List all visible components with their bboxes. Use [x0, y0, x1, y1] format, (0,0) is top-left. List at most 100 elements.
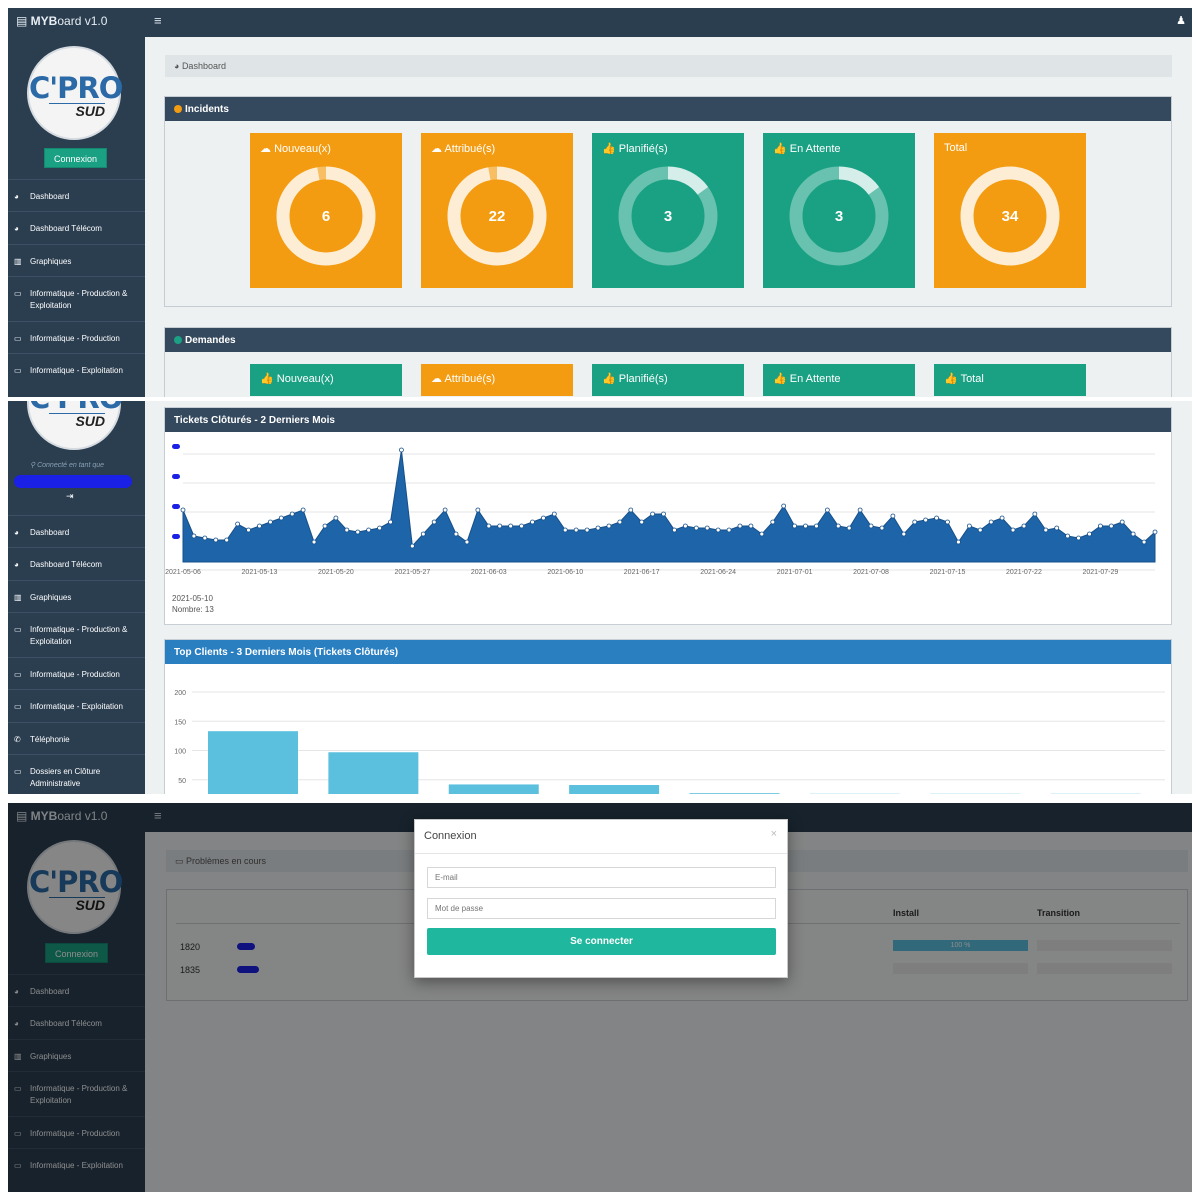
sidebar-item-graphiques[interactable]: ▥ Graphiques — [8, 243, 145, 276]
data-point — [311, 539, 317, 545]
redacted-client — [237, 943, 255, 950]
sidebar-item-telephonie[interactable]: ✆ Téléphonie — [8, 721, 145, 754]
data-point — [628, 507, 634, 513]
data-point — [824, 507, 830, 513]
donut-gauge: 3 — [618, 166, 718, 266]
sidebar-item-dashboard-telecom[interactable]: ◕ Dashboard Télécom — [8, 211, 145, 243]
sidebar-item-dashboard-telecom[interactable]: ◕ Dashboard Télécom — [8, 1006, 145, 1038]
data-point — [835, 523, 841, 529]
keyboard-icon: ▭ — [14, 333, 22, 343]
data-point — [399, 447, 404, 453]
sidebar-item-dashboard[interactable]: ◕ Dashboard — [8, 974, 145, 1006]
incident-tile[interactable]: 👍 En Attente 3 — [763, 133, 915, 288]
password-field[interactable] — [427, 898, 776, 919]
x-tick-label: 2021-05-27 — [394, 569, 430, 576]
data-point — [770, 519, 776, 525]
demande-tile[interactable]: ☁ Attribué(s) — [421, 364, 573, 396]
app-brand[interactable]: ▤ MYBoard v1.0 — [16, 809, 108, 823]
sidebar-item-dossiers-cloture[interactable]: ▭ Dossiers en Clôture Administrative — [8, 753, 145, 794]
sidebar-item-prod-exploit[interactable]: ▭ Informatique - Production & Exploitatio… — [8, 612, 145, 657]
sidebar-item-prod-exploit[interactable]: ▭ Informatique - Production & Exploitatio… — [8, 1071, 145, 1116]
sidebar-item-exploitation[interactable]: ▭ Informatique - Exploitation — [8, 689, 145, 721]
closed-tickets-chart[interactable]: 2021-05-06 2021-05-13 2021-05-20 2021-05-27… — [165, 434, 1171, 594]
sidebar-item-dashboard-telecom[interactable]: ◕ Dashboard Télécom — [8, 547, 145, 579]
phone-icon: ✆ — [14, 734, 21, 744]
x-tick-label: 2021-07-01 — [777, 569, 813, 576]
dashboard-icon: ◕ — [14, 528, 19, 537]
sidebar-item-graphiques[interactable]: ▥ Graphiques — [8, 1038, 145, 1071]
x-tick-label: 2021-06-24 — [700, 569, 736, 576]
donut-arc — [447, 166, 547, 266]
data-point — [333, 515, 339, 521]
submit-login-button[interactable]: Se connecter — [427, 928, 776, 955]
hamburger-icon[interactable]: ≡ — [154, 13, 162, 28]
data-point — [1065, 533, 1071, 539]
demande-tile[interactable]: 👍 Planifié(s) — [592, 364, 744, 396]
brand-icon: ▤ — [16, 809, 31, 823]
incident-tile[interactable]: 👍 Planifié(s) 3 — [592, 133, 744, 288]
sidebar-item-graphiques[interactable]: ▥ Graphiques — [8, 579, 145, 612]
demande-tile[interactable]: 👍 En Attente — [763, 364, 915, 396]
hamburger-icon[interactable]: ≡ — [154, 808, 162, 823]
sidebar-item-production[interactable]: ▭ Informatique - Production — [8, 320, 145, 353]
top-clients-header: Top Clients - 3 Derniers Mois (Tickets C… — [165, 640, 1171, 664]
data-point — [945, 519, 950, 525]
chart-icon: ▥ — [14, 592, 22, 602]
email-field[interactable] — [427, 867, 776, 888]
col-install: Install — [893, 908, 920, 918]
brand-icon: ▤ — [16, 14, 31, 28]
app-brand[interactable]: ▤ MYBoard v1.0 — [16, 14, 108, 28]
data-point — [486, 523, 492, 529]
keyboard-icon: ▭ — [14, 289, 22, 299]
data-point — [573, 527, 579, 533]
data-point — [180, 507, 186, 513]
tile-title: 👍 Planifié(s) — [602, 143, 668, 155]
data-point — [1152, 529, 1158, 535]
data-point — [595, 525, 601, 531]
data-point — [213, 537, 219, 543]
incident-tile[interactable]: Total 34 — [934, 133, 1086, 288]
logout-icon[interactable]: ⇥ — [66, 491, 74, 501]
x-tick-label: 2021-05-06 — [165, 569, 201, 576]
data-point — [191, 533, 197, 539]
data-point — [1076, 535, 1081, 541]
sidebar-item-dashboard[interactable]: ◕ Dashboard — [8, 515, 145, 547]
logo: C'PRO SUD — [27, 46, 123, 140]
keyboard-icon: ▭ — [14, 669, 22, 679]
incident-tile[interactable]: ☁ Nouveau(x) 6 — [250, 133, 402, 288]
data-point — [355, 529, 361, 535]
sidebar-item-production[interactable]: ▭ Informatique - Production — [8, 1115, 145, 1148]
sidebar-item-exploitation[interactable]: ▭ Informatique - Exploitation — [8, 353, 145, 385]
data-point — [475, 507, 481, 513]
demande-tile[interactable]: 👍 Total — [934, 364, 1086, 396]
demande-tile[interactable]: 👍 Nouveau(x) — [250, 364, 402, 396]
incident-tile[interactable]: ☁ Attribué(s) 22 — [421, 133, 573, 288]
login-button[interactable]: Connexion — [44, 148, 108, 168]
data-point — [988, 519, 994, 525]
tile-value: 3 — [664, 208, 672, 225]
sidebar-item-prod-exploit[interactable]: ▭ Informatique - Production & Exploitatio… — [8, 276, 145, 321]
user-icon[interactable]: ♟ — [1176, 15, 1186, 27]
data-point — [814, 523, 819, 529]
y-tick-label: 50 — [178, 778, 186, 785]
data-point — [999, 515, 1005, 521]
bar — [328, 752, 419, 794]
sidebar-item-exploitation[interactable]: ▭ Informatique - Exploitation — [8, 1148, 145, 1180]
top-clients-chart[interactable]: 200 150 100 50 — [165, 666, 1171, 794]
data-point — [966, 523, 972, 529]
data-point — [693, 525, 699, 531]
bar — [689, 793, 780, 794]
modal-title: Connexion — [424, 830, 477, 842]
login-button[interactable]: Connexion — [45, 943, 109, 963]
data-point — [726, 527, 732, 533]
data-point — [792, 523, 797, 529]
sidebar-item-dashboard[interactable]: ◕ Dashboard — [8, 179, 145, 211]
close-icon[interactable]: × — [770, 828, 777, 840]
data-point — [289, 511, 295, 517]
data-point — [617, 519, 623, 525]
keyboard-icon: ▭ — [14, 1128, 22, 1138]
cloud-icon: ☁ — [260, 143, 275, 155]
data-point — [1097, 523, 1103, 529]
data-point — [912, 519, 918, 525]
sidebar-item-production[interactable]: ▭ Informatique - Production — [8, 656, 145, 689]
